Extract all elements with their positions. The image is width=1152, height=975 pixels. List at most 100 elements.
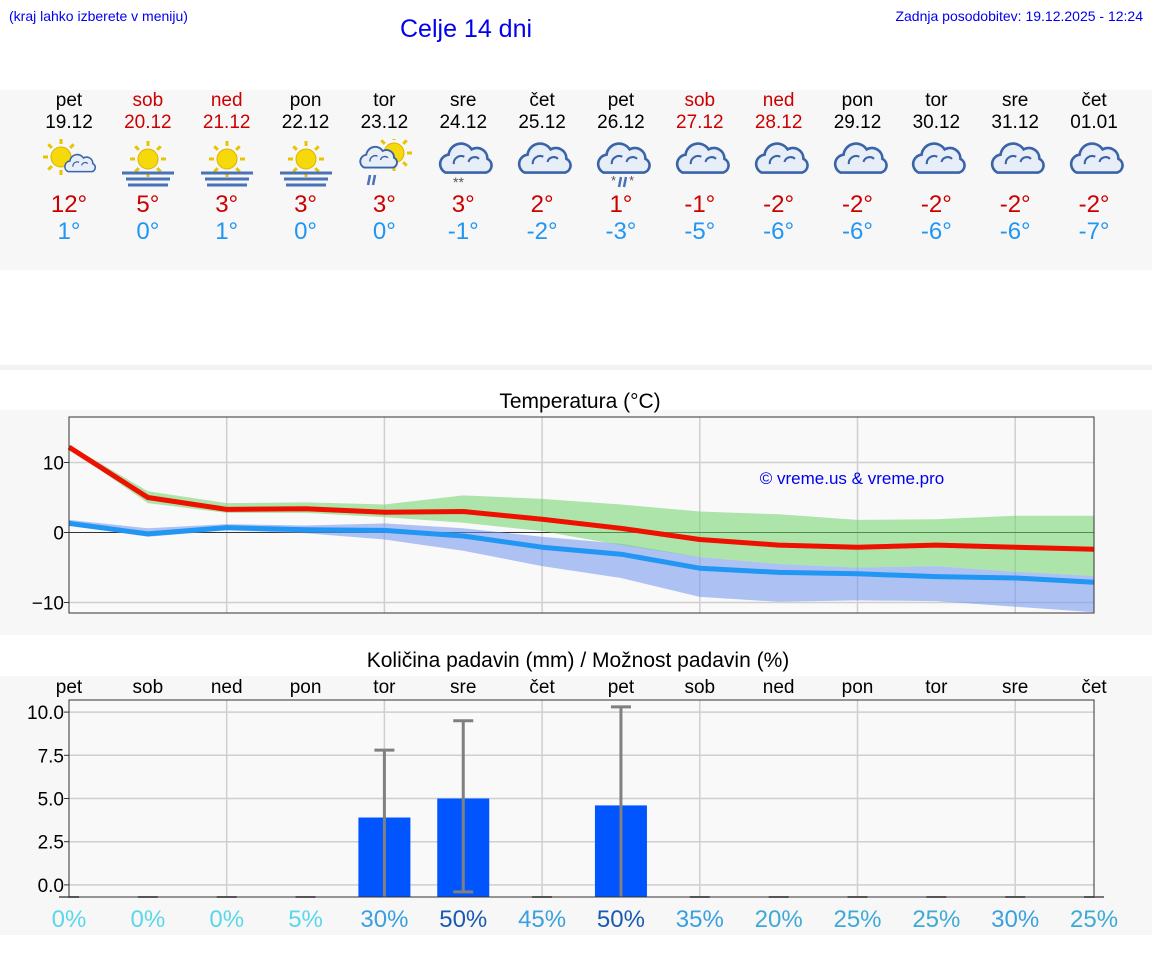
min-temperature: -6° <box>920 218 952 245</box>
temperature-title: Temperatura (°C) <box>499 390 660 413</box>
max-temperature: 2° <box>530 191 554 218</box>
separator-band <box>0 365 1152 370</box>
precipitation-probability: 25% <box>912 906 960 933</box>
day-name: pet <box>607 90 635 111</box>
max-temperature: 3° <box>215 191 239 218</box>
min-temperature: -3° <box>605 218 637 245</box>
day-name: ned <box>762 90 795 111</box>
max-temperature: -2° <box>1078 191 1110 218</box>
x-category-label: čet <box>1081 677 1107 698</box>
min-temperature: -2° <box>526 218 558 245</box>
day-name: tor <box>925 90 948 111</box>
day-date: 01.01 <box>1070 112 1118 133</box>
sun-fog-icon <box>118 139 178 187</box>
day-date: 24.12 <box>439 112 488 133</box>
sun-fog-icon <box>276 139 336 187</box>
cloud-snow-icon: ** <box>433 139 494 190</box>
min-range-band <box>69 519 1095 613</box>
y-tick-label: 0.0 <box>38 876 64 897</box>
precipitation-probability: 30% <box>991 906 1039 933</box>
x-category-label: pet <box>608 677 635 698</box>
precipitation-probability: 25% <box>833 906 881 933</box>
day-name: tor <box>373 90 396 111</box>
precipitation-probability: 45% <box>518 906 566 933</box>
max-range-band <box>69 445 1095 576</box>
y-tick-label: 10 <box>43 454 64 475</box>
x-category-label: pon <box>842 677 874 698</box>
cloud-icon <box>906 139 967 187</box>
cloud-icon <box>749 139 809 187</box>
x-category-label: sre <box>1002 677 1028 698</box>
precipitation-probability: 20% <box>755 906 803 933</box>
menu-hint: (kraj lahko izberete v meniju) <box>9 8 188 24</box>
forecast-day: ned 28.12 -2° -6° <box>739 90 819 245</box>
temperature-chart: Temperatura (°C) 10 0 −10 © vreme.us & vreme… <box>32 390 1095 615</box>
cloud-icon <box>1064 139 1124 187</box>
precipitation-probability: 50% <box>439 906 487 933</box>
sun-rain-cloud-icon <box>354 135 414 187</box>
x-category-label: pon <box>290 677 322 698</box>
day-date: 31.12 <box>991 112 1039 133</box>
forecast-day: pet 19.12 12° 1° <box>29 90 109 245</box>
svg-text:*: * <box>611 173 616 188</box>
forecast-day: ned 21.12 3° 1° <box>187 90 267 245</box>
max-temperature: 3° <box>372 191 396 218</box>
day-name: čet <box>529 90 555 111</box>
y-tick-label: 7.5 <box>38 746 64 767</box>
day-name: sob <box>132 90 164 111</box>
sun-cloud-icon <box>39 139 99 187</box>
min-temperature: -5° <box>684 218 716 245</box>
forecast-day: pet 26.12 * * 1° -3° <box>581 90 661 245</box>
forecast-day: sre 24.12 ** 3° -1° <box>423 90 503 245</box>
y-tick-label: 10.0 <box>27 703 64 724</box>
max-temperature: -2° <box>920 191 952 218</box>
day-date: 20.12 <box>124 112 172 133</box>
min-temperature: 1° <box>57 218 81 245</box>
forecast-day: pon 22.12 3° 0° <box>266 90 346 245</box>
forecast-day: čet 01.01 -2° -7° <box>1054 90 1134 245</box>
max-temperature: -2° <box>999 191 1031 218</box>
watermark: © vreme.us & vreme.pro <box>760 469 944 488</box>
min-temperature: 1° <box>215 218 239 245</box>
max-temperature: -2° <box>763 191 795 218</box>
day-name: ned <box>210 90 243 111</box>
y-tick-label: 5.0 <box>38 790 64 811</box>
y-tick-label: 0 <box>53 524 64 545</box>
day-date: 26.12 <box>597 112 645 133</box>
precipitation-title: Količina padavin (mm) / Možnost padavin … <box>367 649 790 672</box>
day-name: sob <box>684 90 716 111</box>
min-temperature: 0° <box>136 218 160 245</box>
precipitation-probability: 25% <box>1070 906 1118 933</box>
precipitation-probability: 30% <box>360 906 408 933</box>
x-category-label: pet <box>56 677 83 698</box>
precipitation-probability: 5% <box>288 906 323 933</box>
day-name: pon <box>289 90 322 111</box>
max-temperature: 5° <box>136 191 160 218</box>
max-temperature: -2° <box>842 191 873 218</box>
max-temperature: 3° <box>294 191 318 218</box>
day-date: 27.12 <box>676 112 724 133</box>
cloud-icon <box>512 139 572 187</box>
forecast-day: čet 25.12 2° -2° <box>502 90 582 245</box>
day-date: 19.12 <box>45 112 93 133</box>
min-temperature: -7° <box>1078 218 1110 245</box>
x-category-label: čet <box>529 677 555 698</box>
cloud-sleet-icon: * * <box>591 139 651 188</box>
precipitation-probability: 0% <box>131 906 166 933</box>
x-category-label: sob <box>133 677 164 698</box>
page-title: Celje 14 dni <box>400 15 533 43</box>
forecast-day: tor 23.12 3° 0° <box>344 90 424 245</box>
min-temperature: 0° <box>372 218 396 245</box>
min-temperature: -1° <box>447 218 479 245</box>
cloud-icon <box>670 139 730 187</box>
day-date: 28.12 <box>754 112 803 133</box>
plot-frame <box>68 416 1095 614</box>
max-temperature: -1° <box>684 191 716 218</box>
forecast-day: sob 27.12 -1° -5° <box>660 90 740 245</box>
max-temperature: 1° <box>609 191 633 218</box>
x-category-label: tor <box>373 677 396 698</box>
day-date: 23.12 <box>360 112 409 133</box>
min-temperature: -6° <box>999 218 1031 245</box>
x-category-label: sob <box>684 677 715 698</box>
precipitation-chart: Količina padavin (mm) / Možnost padavin … <box>27 649 1118 933</box>
